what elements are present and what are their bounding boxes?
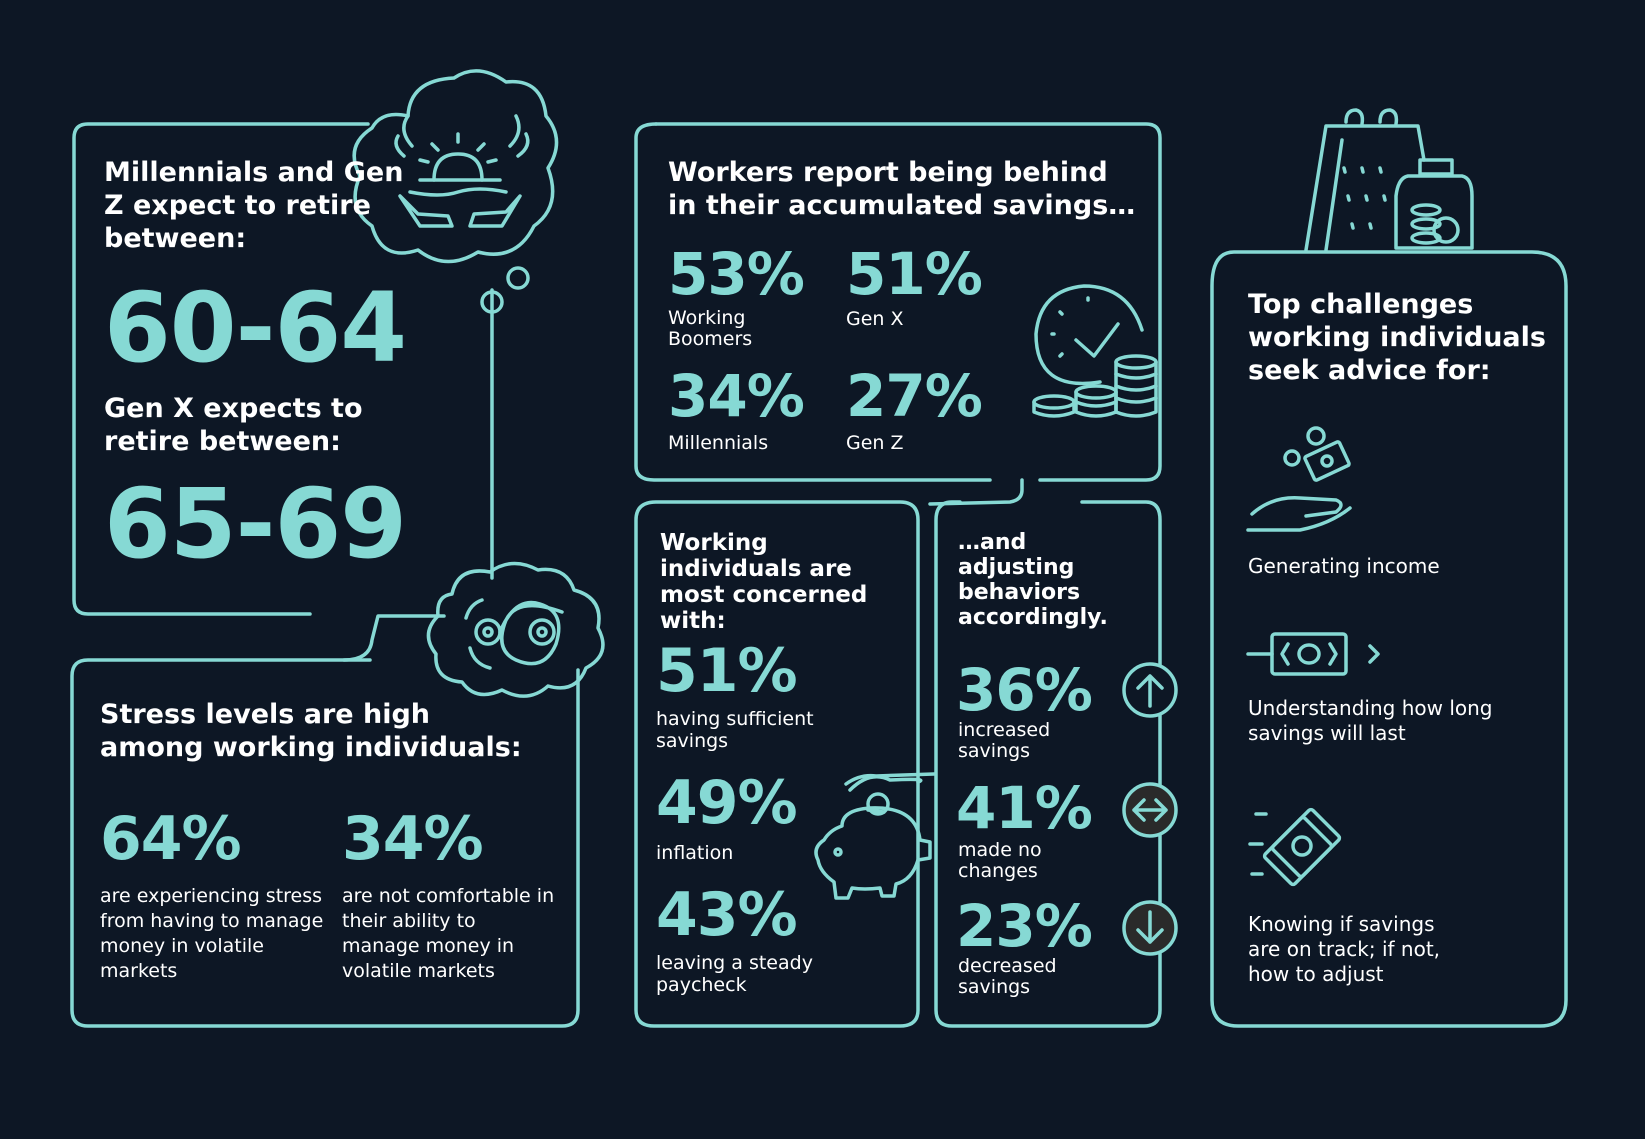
moving-bills-icon [1248, 807, 1342, 887]
arrow-up-icon [1136, 674, 1164, 708]
piggy-bank-icon [814, 772, 936, 900]
challenges-heading: Top challenges working individuals seek … [1248, 289, 1546, 386]
challenge-item-label: Generating income [1248, 554, 1440, 578]
retire-range-genx: 65-69 [104, 468, 407, 580]
behaviors-stat-value: 41% [956, 774, 1093, 842]
behaviors-stat-label: decreased savings [958, 955, 1057, 998]
savings-stat-value: 34% [668, 362, 805, 430]
savings-stat-label: Gen X [846, 308, 904, 330]
savings-stat-value: 53% [668, 240, 805, 308]
clock-coins-icon [1032, 284, 1158, 418]
thought-cloud-top [352, 69, 559, 264]
tangled-thoughts-icon [464, 598, 564, 670]
savings-stat-label: Millennials [668, 432, 769, 454]
concerns-stat-value: 51% [656, 636, 798, 706]
retire-heading-genx: Gen X expects to retire between: [104, 393, 363, 457]
concerns-stat-value: 43% [656, 880, 798, 950]
behaviors-stat-value: 36% [956, 656, 1093, 724]
savings-stat-value: 27% [846, 362, 983, 430]
concerns-stat-value: 49% [656, 768, 798, 838]
savings-heading: Workers report being behind in their acc… [668, 157, 1136, 221]
stress-heading: Stress levels are high among working ind… [100, 699, 522, 763]
hand-money-icon [1246, 426, 1352, 532]
concerns-stat-label: having sufficient savings [656, 708, 814, 752]
concerns-stat-label: inflation [656, 842, 734, 864]
concerns-heading: Working individuals are most concerned w… [660, 530, 868, 634]
behaviors-stat-value: 23% [956, 892, 1093, 960]
savings-stat-value: 51% [846, 240, 983, 308]
challenge-item-label: Knowing if savings are on track; if not,… [1248, 912, 1441, 986]
arrow-both-icon [1132, 798, 1168, 822]
behaviors-stat-label: made no changes [958, 839, 1042, 882]
retire-heading-millennials: Millennials and Gen Z expect to retire b… [104, 157, 404, 254]
behaviors-heading: …and adjusting behaviors accordingly. [958, 530, 1108, 630]
savings-stat-label: Gen Z [846, 432, 904, 454]
stress-stat-label: are not comfortable in their ability to … [342, 885, 555, 982]
challenge-item-label: Understanding how long savings will last [1248, 696, 1493, 745]
retire-range-millennials: 60-64 [104, 272, 407, 384]
calendar-jar-icon [1304, 108, 1474, 252]
stress-stat-value: 64% [100, 804, 242, 874]
beach-sunset-thought-icon [394, 114, 530, 228]
stress-stat-value: 34% [342, 804, 484, 874]
stress-stat-label: are experiencing stress from having to m… [100, 885, 324, 982]
concerns-stat-label: leaving a steady paycheck [656, 952, 813, 996]
savings-stat-label: Working Boomers [668, 307, 753, 350]
money-bill-arrow-icon [1246, 632, 1380, 676]
tangled-thoughts-icon-cloud [426, 561, 605, 698]
arrow-down-icon [1136, 910, 1164, 944]
behaviors-stat-label: increased savings [958, 719, 1051, 762]
